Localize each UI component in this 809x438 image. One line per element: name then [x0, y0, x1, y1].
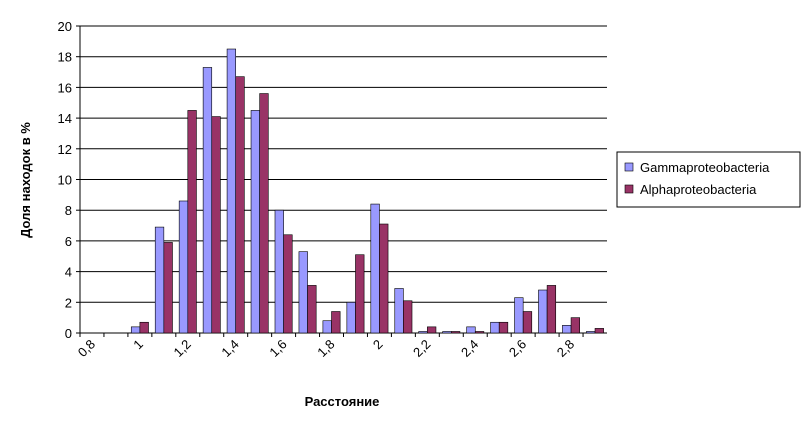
y-tick-label: 10: [58, 173, 72, 188]
x-tick-label: 2,6: [506, 337, 529, 360]
bar: [139, 321, 149, 334]
legend: [616, 151, 801, 208]
bar: [322, 320, 332, 334]
y-tick-label: 20: [58, 19, 72, 34]
bar: [130, 326, 141, 334]
bar: [522, 311, 533, 334]
bar: [394, 288, 404, 334]
bar: [379, 223, 389, 334]
bar: [490, 321, 500, 334]
y-tick-label: 18: [58, 50, 72, 65]
legend-label: Gammaproteobacteria: [640, 160, 770, 175]
x-tick-label: 2,4: [458, 337, 481, 360]
x-tick-label: 1,8: [314, 337, 337, 360]
y-tick-label: 4: [65, 265, 72, 280]
y-tick-label: 2: [65, 295, 72, 310]
x-tick-label: 2,2: [410, 337, 433, 360]
bar: [442, 331, 452, 334]
y-tick-label: 8: [65, 203, 72, 218]
bar: [586, 331, 596, 334]
y-tick-label: 0: [65, 326, 72, 341]
x-axis-label: Расстояние: [305, 394, 380, 409]
x-tick-label: 1: [130, 337, 146, 353]
bar: [274, 209, 284, 334]
bar: [154, 226, 165, 334]
bar: [562, 325, 572, 334]
bar: [283, 234, 293, 334]
bar: [546, 285, 557, 334]
bar: [538, 289, 548, 334]
x-tick-label: 0,8: [75, 337, 98, 360]
bar: [298, 251, 308, 334]
y-tick-label: 12: [58, 142, 72, 157]
bar: [355, 254, 365, 334]
y-tick-label: 14: [58, 111, 72, 126]
legend-swatch: [624, 162, 634, 172]
bar: [466, 326, 476, 334]
bar: [474, 331, 485, 334]
bar: [594, 328, 604, 334]
legend-label: Alphaproteobacteria: [640, 182, 757, 197]
bar: [163, 242, 173, 334]
bar: [570, 317, 580, 334]
x-tick-label: 2,8: [554, 337, 577, 360]
bar: [403, 300, 413, 334]
bar: [331, 311, 341, 334]
bar: [514, 297, 524, 334]
bar: [235, 76, 245, 334]
bar: [250, 110, 260, 334]
bar: [187, 110, 197, 334]
bar: [418, 331, 428, 334]
y-axis-label: Доля находок в %: [18, 122, 33, 238]
x-tick-label: 2: [370, 337, 386, 353]
x-tick-label: 1,4: [218, 337, 241, 360]
legend-swatch: [624, 184, 634, 194]
bar: [450, 331, 461, 334]
y-tick-label: 16: [58, 80, 72, 95]
y-tick-label: 6: [65, 234, 72, 249]
bar: [211, 116, 221, 334]
x-tick-label: 1,2: [171, 337, 194, 360]
bar: [498, 321, 509, 334]
bar: [226, 48, 237, 334]
bar: [178, 200, 189, 334]
bar: [427, 326, 437, 334]
bar: [346, 301, 356, 334]
bar: [202, 67, 213, 334]
bar: [307, 285, 317, 334]
x-tick-label: 1,6: [266, 337, 289, 360]
bar: [370, 203, 380, 334]
bar: [259, 93, 269, 334]
